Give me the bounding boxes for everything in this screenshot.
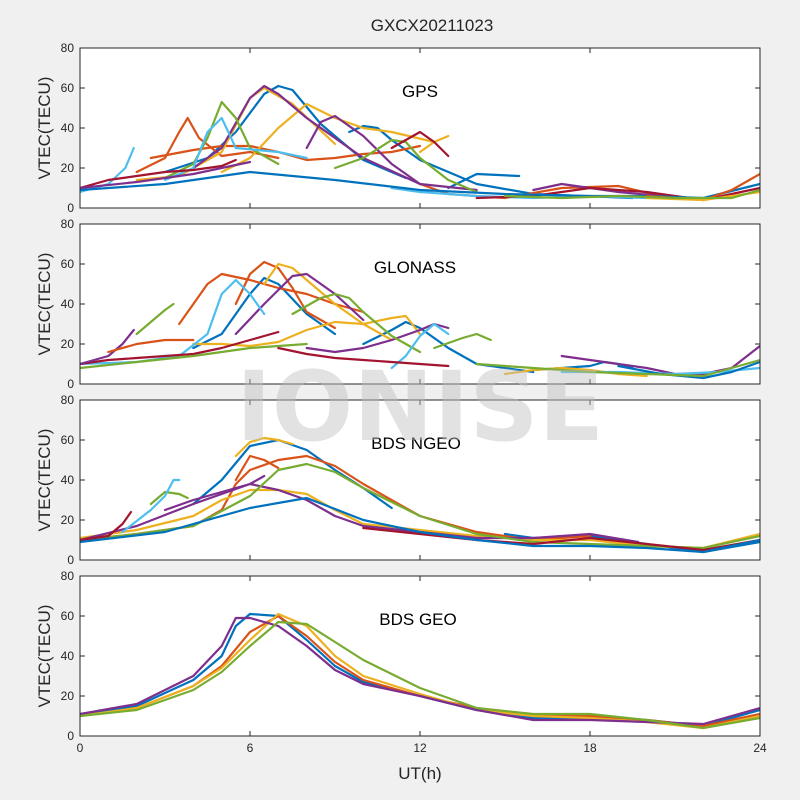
- y-tick-label: 20: [61, 689, 75, 703]
- y-tick-label: 80: [61, 41, 75, 55]
- series-line-18: [390, 130, 450, 158]
- series-line-8: [220, 102, 436, 174]
- y-tick-label: 0: [67, 553, 74, 567]
- panel-label: GPS: [402, 82, 438, 101]
- series-line-13: [362, 526, 760, 552]
- y-tick-label: 0: [67, 201, 74, 215]
- series-line-5: [234, 260, 337, 330]
- y-tick-label: 80: [61, 393, 75, 407]
- x-tick-label: 18: [583, 741, 597, 755]
- panel-3: 0 20 40 60 80 VTEC(TECU) BDS NGEO: [35, 393, 761, 567]
- y-tick-label: 60: [61, 257, 75, 271]
- panel-4: 0 20 40 60 80 0 6 12 18 24 VTEC(TECU) BDS GEO: [35, 569, 767, 755]
- x-tick-label: 6: [247, 741, 254, 755]
- y-axis-label: VTEC(TECU): [35, 77, 54, 180]
- y-tick-label: 80: [61, 569, 75, 583]
- y-axis-label: VTEC(TECU): [35, 253, 54, 356]
- series-line-23: [80, 342, 308, 370]
- y-tick-label: 20: [61, 337, 75, 351]
- series-line-14: [333, 138, 478, 194]
- y-axis-label: VTEC(TECU): [35, 429, 54, 532]
- series-line-14: [433, 332, 492, 350]
- series-line-10: [192, 84, 478, 192]
- series-group: [80, 612, 760, 730]
- panel-label: BDS GEO: [379, 610, 456, 629]
- series-line-6: [418, 182, 662, 200]
- series-line-24: [475, 358, 760, 378]
- watermark: IONISE: [236, 351, 604, 463]
- chart-title: GXCX20211023: [371, 16, 494, 35]
- series-line-19: [80, 158, 237, 190]
- x-tick-label: 24: [753, 741, 767, 755]
- series-line-16: [390, 322, 450, 370]
- series-line-16: [163, 116, 308, 182]
- y-axis-label: VTEC(TECU): [35, 605, 54, 708]
- y-tick-label: 60: [61, 81, 75, 95]
- series-line-11: [305, 114, 422, 186]
- series-group: [80, 260, 760, 380]
- panel-label: BDS NGEO: [371, 434, 461, 453]
- series-group: [80, 84, 760, 202]
- series-line-13: [291, 292, 422, 354]
- y-tick-label: 20: [61, 513, 75, 527]
- y-tick-label: 60: [61, 609, 75, 623]
- x-tick-label: 12: [413, 741, 427, 755]
- series-line-4: [80, 616, 760, 726]
- series-line-5: [80, 488, 760, 550]
- series-line-21: [107, 338, 195, 354]
- y-tick-label: 80: [61, 217, 75, 231]
- y-tick-label: 40: [61, 121, 75, 135]
- series-line-22: [617, 360, 760, 380]
- series-group: [80, 436, 760, 554]
- series-line-18: [80, 330, 280, 366]
- y-tick-label: 0: [67, 377, 74, 391]
- y-tick-label: 0: [67, 729, 74, 743]
- plot-area: [80, 576, 760, 736]
- x-axis-label: UT(h): [398, 764, 441, 783]
- series-line-11: [121, 478, 181, 534]
- y-tick-label: 20: [61, 161, 75, 175]
- series-line-14: [80, 496, 760, 554]
- y-tick-label: 40: [61, 649, 75, 663]
- series-line-4: [234, 454, 280, 482]
- series-line-1: [192, 276, 337, 350]
- panel-2: 0 20 40 60 80 VTEC(TECU) GLONASS: [35, 217, 761, 391]
- series-line-4: [135, 116, 280, 174]
- series-line-25: [503, 188, 760, 200]
- series-line-7: [80, 482, 640, 544]
- series-line-6: [234, 436, 294, 458]
- panel-label: GLONASS: [374, 258, 456, 277]
- y-tick-label: 60: [61, 433, 75, 447]
- series-line-8: [503, 366, 648, 378]
- series-line-13: [163, 100, 280, 180]
- series-line-9: [80, 462, 760, 550]
- y-tick-label: 40: [61, 297, 75, 311]
- series-line-8: [163, 474, 266, 512]
- y-tick-label: 40: [61, 473, 75, 487]
- series-line-12: [80, 510, 133, 542]
- x-tick-label: 0: [77, 741, 84, 755]
- series-line-12: [135, 302, 175, 336]
- panel-1: 0 20 40 60 80 VTEC(TECU) GPS: [35, 41, 761, 215]
- series-line-24: [80, 160, 252, 190]
- series-line-10: [149, 490, 189, 506]
- series-line-5: [80, 620, 760, 730]
- series-line-19: [277, 346, 450, 368]
- series-line-20: [80, 328, 135, 366]
